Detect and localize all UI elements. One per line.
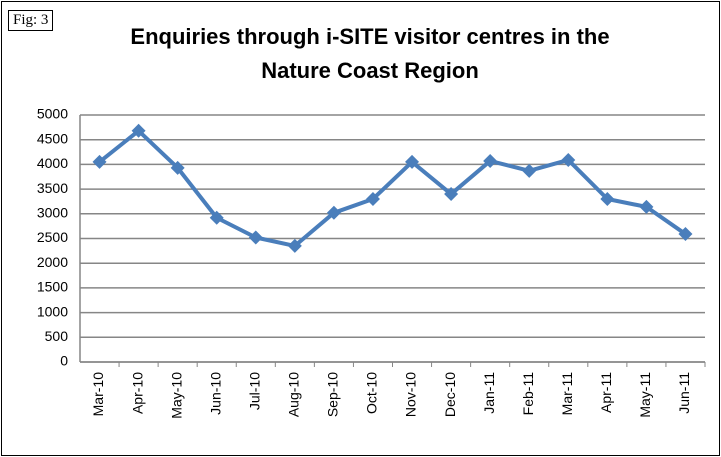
data-point [326,205,341,220]
x-tick-label: Oct-10 [364,372,380,414]
x-tick-label: Dec-10 [442,372,458,417]
x-tick-label: May-11 [637,372,653,418]
data-point [405,154,420,169]
data-point [639,199,654,214]
y-tick-label: 500 [45,328,69,344]
data-point [444,187,459,202]
x-tick-label: Mar-10 [90,372,106,417]
data-point [287,238,302,253]
data-point [561,152,576,167]
data-point [365,191,380,206]
y-tick-label: 3000 [37,205,68,221]
y-tick-label: 2500 [37,229,68,245]
data-line [98,128,687,248]
data-point [483,153,498,168]
data-point [522,163,537,178]
data-point [170,160,185,175]
x-tick-label: May-10 [168,372,184,419]
y-tick-label: 4500 [37,130,68,146]
x-tick-label: Jul-10 [246,372,262,410]
x-tick-label: Jun-10 [207,372,223,415]
x-tick-label: Aug-10 [286,372,302,417]
data-point [209,210,224,225]
x-tick-label: Jun-11 [676,372,692,414]
x-tick-label: Apr-11 [598,372,614,413]
y-tick-label: 4000 [37,155,68,171]
x-tick-label: Sep-10 [325,372,341,417]
data-point [248,230,263,245]
x-tick-label: Feb-11 [520,372,536,416]
data-point [600,191,615,206]
data-point [92,154,107,169]
x-tick-label: Nov-10 [403,372,419,417]
chart-title: Enquiries through i-SITE visitor centres… [130,24,610,83]
x-tick-label: Apr-10 [129,372,145,414]
y-tick-label: 0 [60,353,68,369]
figure-label: Fig: 3 [8,10,54,31]
y-tick-label: 1000 [37,303,68,319]
x-tick-label: Jan-11 [481,372,497,414]
y-tick-label: 5000 [37,106,68,122]
x-tick-label: Mar-11 [559,372,575,416]
y-tick-label: 1500 [37,279,68,295]
y-tick-label: 3500 [37,180,68,196]
y-tick-label: 2000 [37,254,68,270]
data-point [131,123,146,138]
data-point [678,227,693,242]
